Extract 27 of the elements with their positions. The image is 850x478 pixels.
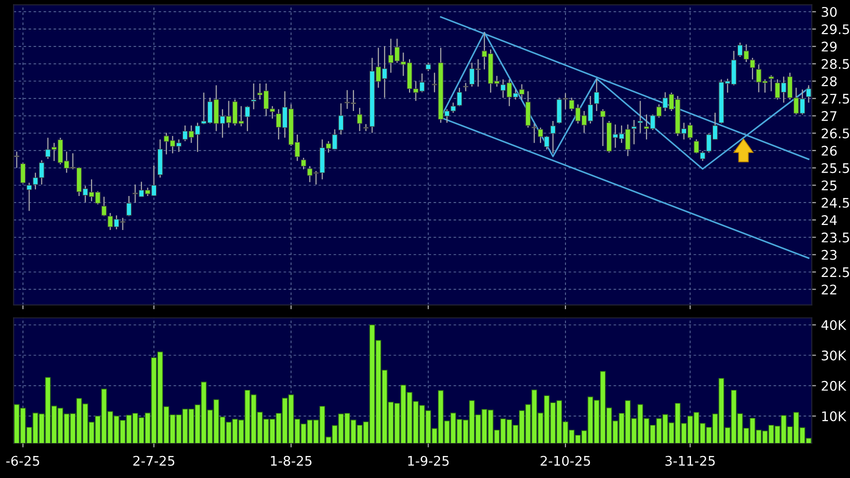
- y-tick-label: 10K: [822, 411, 846, 422]
- y-tick-label: 30K: [822, 350, 846, 360]
- y-tick-label: 27: [822, 111, 836, 121]
- y-tick-label: 29.5: [822, 24, 850, 34]
- y-tick-label: 26: [822, 146, 837, 156]
- y-tick-label: 30: [822, 6, 837, 17]
- x-tick-label: 1-9-25: [408, 456, 449, 466]
- y-tick-label: 25: [822, 180, 836, 190]
- x-tick-label: 3-11-25: [665, 456, 715, 466]
- y-tick-label: 22: [822, 284, 836, 294]
- x-tick-label: 2-7-25: [133, 456, 174, 466]
- y-tick-label: 27.5: [822, 94, 850, 104]
- y-tick-label: 40K: [821, 320, 846, 330]
- y-tick-label: 26.5: [822, 128, 850, 138]
- x-tick-label: 1-8-25: [270, 456, 312, 466]
- y-tick-label: 29: [822, 42, 837, 52]
- y-tick-label: 28.5: [822, 58, 850, 69]
- y-tick-label: 23: [822, 250, 837, 260]
- y-tick-label: 25.5: [822, 163, 850, 174]
- y-tick-label: 20K: [822, 380, 846, 391]
- y-tick-label: 24.5: [822, 198, 850, 208]
- x-tick-label: 2-10-25: [540, 456, 590, 466]
- y-tick-label: 22.5: [822, 267, 850, 278]
- y-tick-label: 28: [822, 76, 837, 86]
- x-tick-label: -6-25: [6, 456, 40, 466]
- y-tick-label: 24: [822, 215, 837, 225]
- y-tick-label: 23.5: [822, 232, 850, 242]
